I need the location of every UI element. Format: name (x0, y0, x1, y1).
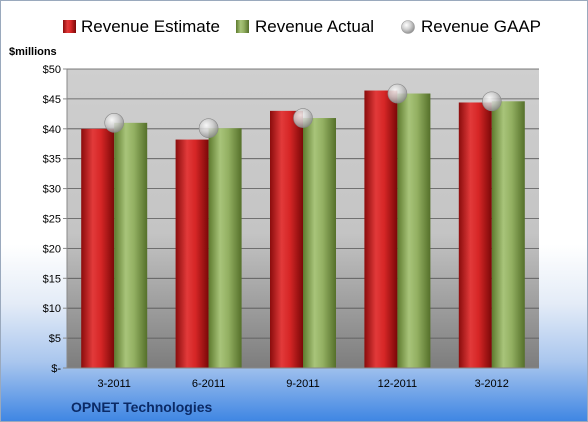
bar-revenue-actual (303, 118, 336, 368)
x-tick-label: 3-2011 (97, 378, 130, 390)
bar-revenue-actual (491, 101, 525, 369)
bar-revenue-estimate (458, 102, 492, 368)
x-axis-ticks: 3-2011 6-2011 9-2011 12-2011 3-2012 (97, 378, 508, 390)
legend-swatch-estimate (63, 20, 76, 33)
x-tick-label: 9-2011 (286, 378, 319, 390)
legend-label-actual: Revenue Actual (255, 17, 374, 36)
y-tick-label: $30 (43, 184, 61, 196)
marker-revenue-gaap (387, 83, 408, 104)
x-tick-label: 12-2011 (378, 378, 418, 390)
company-name: OPNET Technologies (71, 399, 213, 415)
y-tick-label: $- (51, 363, 61, 375)
y-tick-label: $15 (43, 273, 61, 285)
y-tick-label: $10 (43, 303, 61, 315)
bar-revenue-estimate (175, 139, 209, 368)
legend-marker-gaap (401, 20, 415, 34)
bar-revenue-actual (397, 93, 431, 368)
bar-revenue-estimate (364, 90, 398, 368)
legend-item-actual: Revenue Actual (236, 17, 374, 36)
y-tick-label: $25 (43, 214, 61, 226)
legend-label-gaap: Revenue GAAP (421, 17, 541, 36)
legend-item-gaap: Revenue GAAP (401, 17, 541, 36)
y-axis-unit-label: $millions (9, 46, 57, 58)
x-tick-label: 6-2011 (192, 378, 225, 390)
marker-revenue-gaap (293, 108, 313, 128)
y-tick-label: $20 (43, 243, 61, 255)
marker-revenue-gaap (481, 91, 502, 112)
bar-revenue-estimate (81, 128, 115, 368)
y-tick-label: $5 (49, 333, 61, 345)
bar-revenue-actual (114, 122, 148, 368)
y-tick-label: $45 (43, 94, 61, 106)
legend-swatch-actual (236, 20, 249, 33)
y-tick-label: $50 (43, 64, 61, 76)
bar-revenue-estimate (270, 110, 303, 369)
gaap-markers (104, 83, 502, 139)
legend-label-estimate: Revenue Estimate (81, 17, 220, 36)
y-axis-ticks: $- $5 $10 $15 $20 $25 $30 $35 $40 $45 $50 (43, 64, 67, 375)
marker-revenue-gaap (104, 113, 124, 133)
legend: Revenue Estimate Revenue Actual Revenue … (63, 17, 541, 36)
bar-revenue-actual (208, 128, 242, 368)
y-tick-label: $35 (43, 154, 61, 166)
y-tick-label: $40 (43, 124, 61, 136)
marker-revenue-gaap (198, 118, 219, 139)
x-tick-label: 3-2012 (475, 378, 509, 390)
bars (81, 90, 525, 369)
legend-item-estimate: Revenue Estimate (63, 17, 220, 36)
